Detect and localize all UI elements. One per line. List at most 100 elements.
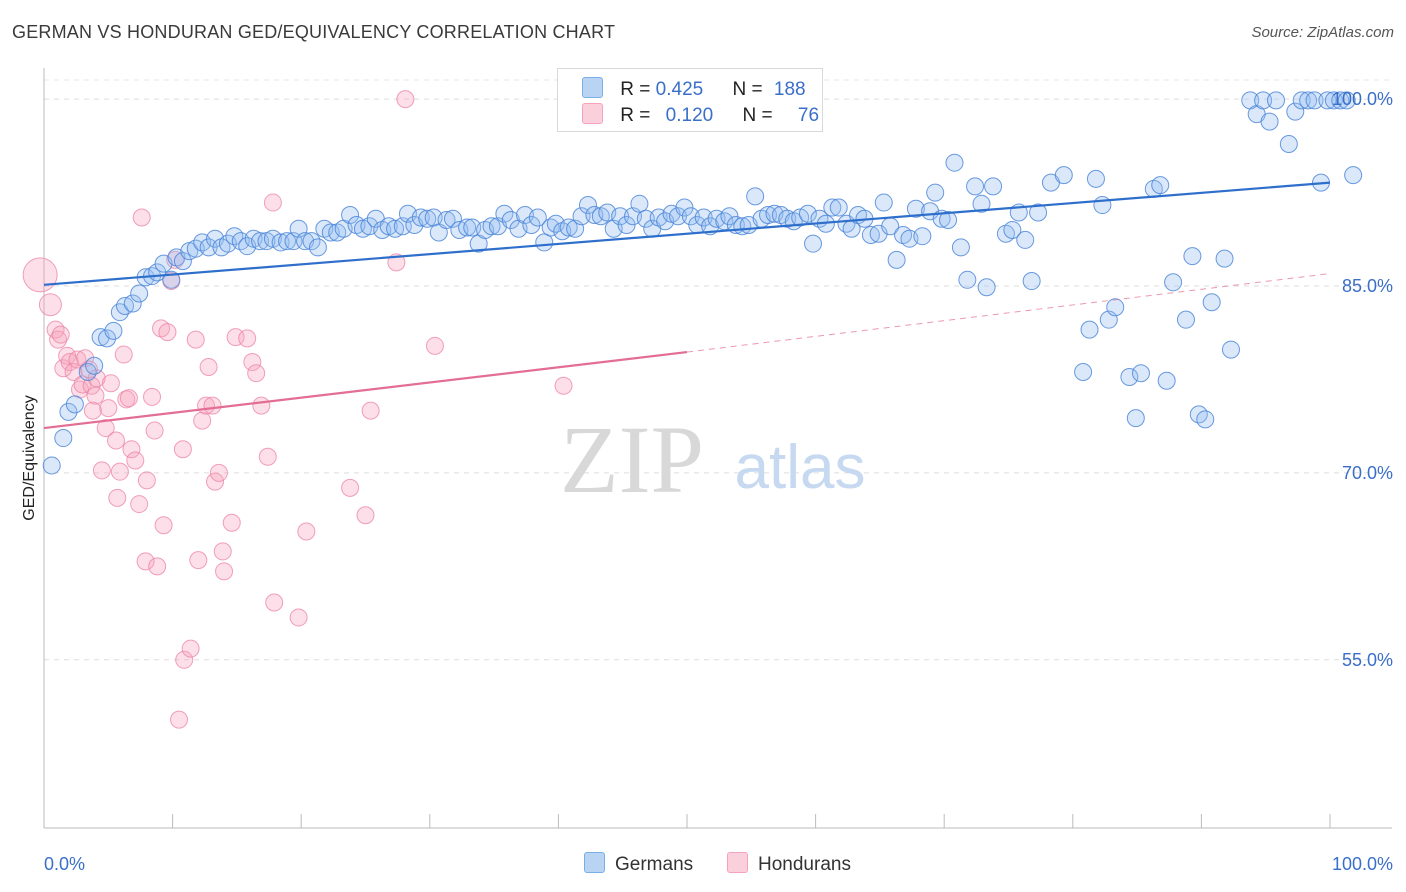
- german-point: [1344, 166, 1363, 185]
- german-point: [874, 193, 893, 212]
- german-point: [1054, 166, 1073, 185]
- german-legend-swatch: [584, 852, 605, 873]
- german-point: [130, 284, 149, 303]
- german-point: [528, 208, 547, 227]
- honduran-point: [83, 401, 102, 420]
- honduran-point: [148, 557, 167, 576]
- german-point: [1221, 340, 1240, 359]
- german-point: [65, 395, 84, 414]
- german-r-value: 0.425: [655, 79, 704, 100]
- german-point: [123, 294, 142, 313]
- german-point: [746, 187, 765, 206]
- german-point: [59, 402, 78, 421]
- honduran-r-value: 0.120: [665, 105, 714, 126]
- german-point: [1324, 91, 1343, 110]
- honduran-point: [213, 542, 232, 561]
- honduran-point: [143, 387, 162, 406]
- german-point: [1337, 91, 1356, 110]
- german-point: [578, 196, 597, 215]
- honduran-point: [76, 349, 95, 368]
- german-point: [482, 217, 501, 236]
- honduran-point: [136, 552, 155, 571]
- german-point: [1305, 91, 1324, 110]
- honduran-point: [145, 421, 164, 440]
- german-point: [42, 456, 61, 475]
- bottom-legend-germans: Germans: [584, 852, 693, 876]
- honduran-point: [199, 358, 218, 377]
- watermark: ZIP atlas: [560, 406, 865, 513]
- honduran-point: [96, 419, 115, 438]
- german-point: [1215, 249, 1234, 268]
- honduran-point: [247, 364, 266, 383]
- honduran-point: [361, 401, 380, 420]
- y-tick-label: 70.0%: [1342, 463, 1393, 483]
- honduran-point: [107, 431, 126, 450]
- source-label: Source: ZipAtlas.com: [1251, 24, 1394, 41]
- german-point: [977, 278, 996, 297]
- german-point: [913, 227, 932, 246]
- honduran-point: [175, 650, 194, 669]
- german-point: [1022, 272, 1041, 291]
- german-point: [823, 198, 842, 217]
- german-point: [437, 211, 456, 229]
- honduran-trend-extension: [686, 273, 1331, 353]
- x-tick-label: 100.0%: [1332, 854, 1393, 874]
- honduran-point: [86, 386, 105, 405]
- honduran-point: [130, 495, 149, 514]
- honduran-point: [203, 396, 222, 415]
- honduran-point: [425, 336, 444, 355]
- honduran-point: [193, 411, 212, 430]
- stats-legend: R = 0.425 N = 188 R = 0.120 N = 76: [557, 68, 823, 132]
- german-point: [1126, 409, 1145, 428]
- trend-lines: [43, 181, 1331, 430]
- watermark-atlas: atlas: [735, 433, 866, 502]
- german-point: [1331, 91, 1350, 110]
- german-r-label: R =: [620, 79, 651, 100]
- german-point: [572, 207, 591, 226]
- honduran-point: [51, 325, 70, 344]
- honduran-point: [181, 639, 200, 658]
- german-point: [1074, 363, 1093, 381]
- german-point: [1080, 320, 1099, 339]
- german-point: [1196, 410, 1215, 429]
- german-point: [759, 206, 778, 225]
- honduran-point: [186, 330, 205, 349]
- german-point: [85, 356, 104, 375]
- y-tick-label: 85.0%: [1342, 276, 1393, 296]
- german-point: [308, 238, 327, 257]
- watermark-zip: ZIP: [560, 406, 704, 513]
- honduran-legend-swatch: [727, 852, 748, 873]
- german-point: [972, 194, 991, 213]
- german-point: [966, 177, 985, 196]
- german-point: [411, 208, 430, 227]
- german-point: [906, 199, 925, 218]
- honduran-point: [189, 551, 208, 570]
- german-point: [1003, 220, 1022, 239]
- german-point: [1151, 176, 1170, 195]
- honduran-trend-line: [43, 350, 688, 430]
- german-point: [1176, 310, 1195, 329]
- german-point: [951, 238, 970, 257]
- honduran-point: [396, 90, 415, 109]
- german-point: [945, 153, 964, 172]
- honduran-swatch: [582, 103, 603, 124]
- german-point: [1279, 135, 1298, 153]
- honduran-point: [209, 463, 228, 482]
- honduran-r-label: R =: [620, 105, 651, 126]
- honduran-point: [215, 562, 234, 581]
- german-point: [1292, 91, 1311, 110]
- german-point: [887, 250, 906, 269]
- german-point: [1120, 367, 1139, 386]
- honduran-point: [226, 328, 245, 347]
- german-point: [535, 233, 554, 252]
- german-point: [522, 215, 541, 234]
- german-n-label: N =: [732, 79, 763, 100]
- honduran-points: [22, 90, 573, 729]
- german-n-value: 188: [773, 79, 806, 100]
- bottom-legend-hondurans: Hondurans: [727, 852, 851, 876]
- honduran-point: [554, 376, 573, 395]
- german-legend-label: Germans: [615, 854, 694, 875]
- honduran-point: [356, 506, 375, 525]
- honduran-point: [154, 516, 173, 535]
- x-tick-label: 0.0%: [44, 854, 85, 874]
